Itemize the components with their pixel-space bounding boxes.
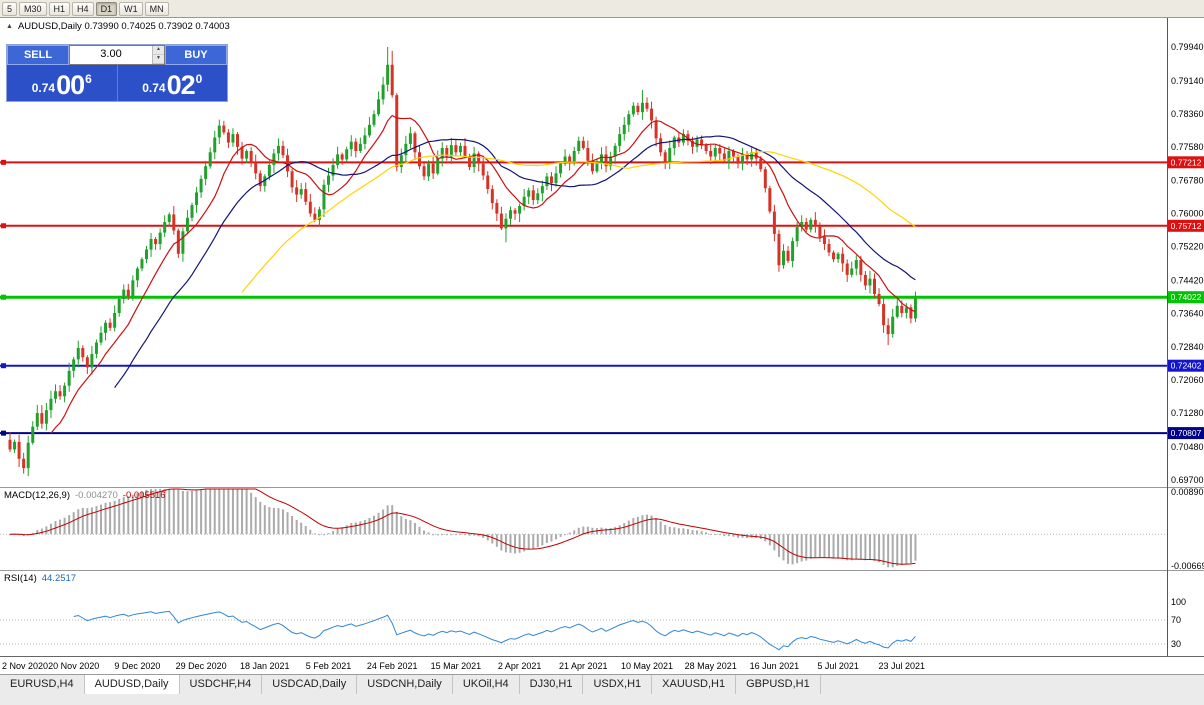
date-tick: 21 Apr 2021: [559, 661, 608, 671]
buy-price-big: 02: [166, 70, 196, 100]
sell-price-big: 00: [56, 70, 85, 100]
date-tick: 9 Dec 2020: [114, 661, 160, 671]
price-axis-tick: 0.79140: [1171, 76, 1204, 86]
price-axis-tick: 0.79940: [1171, 42, 1204, 52]
date-tick: 5 Jul 2021: [817, 661, 859, 671]
date-axis[interactable]: 2 Nov 2020 20 Nov 2020 9 Dec 2020 29 Dec 20…: [2, 661, 925, 671]
date-tick: 29 Dec 2020: [176, 661, 227, 671]
date-tick: 5 Feb 2021: [306, 661, 352, 671]
candles: [8, 47, 917, 476]
ma-line-52: [241, 151, 916, 293]
chart-tab-AUDUSD,Daily[interactable]: AUDUSD,Daily: [84, 675, 180, 694]
price-axis-tick: 0.77580: [1171, 142, 1204, 152]
date-tick: 15 Mar 2021: [431, 661, 482, 671]
svg-text:0.75712: 0.75712: [1171, 221, 1202, 231]
spin-up-icon[interactable]: ▲: [153, 46, 164, 55]
rsi-axis-tick: 70: [1171, 615, 1181, 625]
price-tag: 0.77212: [1168, 156, 1204, 169]
date-tick: 20 Nov 2020: [48, 661, 99, 671]
price-chart[interactable]: 0.79940 0.79140 0.78360 0.77580 0.76780 0.760…: [0, 18, 1204, 674]
date-tick: 18 Jan 2021: [240, 661, 290, 671]
hline-handle[interactable]: [1, 223, 6, 229]
chart-tab-USDCNH,Daily[interactable]: USDCNH,Daily: [357, 675, 453, 694]
chart-tab-GBPUSD,H1[interactable]: GBPUSD,H1: [736, 675, 821, 694]
price-tag: 0.75712: [1168, 219, 1204, 232]
macd-axis-min: -0.00669: [1171, 561, 1204, 571]
period-button-W1[interactable]: W1: [119, 1, 143, 16]
price-axis[interactable]: 0.79940 0.79140 0.78360 0.77580 0.76780 0.760…: [1171, 42, 1204, 649]
price-axis-tick: 0.78360: [1171, 109, 1204, 119]
volume-spinner[interactable]: ▲ ▼: [152, 46, 164, 64]
chart-tabs-bar: EURUSD,H4 AUDUSD,Daily USDCHF,H4 USDCAD,Dai…: [0, 674, 1204, 705]
price-axis-tick: 0.75220: [1171, 242, 1204, 252]
chart-tab-USDX,H1[interactable]: USDX,H1: [583, 675, 653, 694]
chart-tab-USDCAD,Daily[interactable]: USDCAD,Daily: [262, 675, 358, 694]
price-axis-tick: 0.73640: [1171, 308, 1204, 318]
hline-handle[interactable]: [1, 294, 6, 300]
date-tick: 10 May 2021: [621, 661, 673, 671]
buy-price[interactable]: 0.74 02 0: [118, 65, 228, 101]
buy-price-prefix: 0.74: [142, 81, 166, 95]
hline-handle[interactable]: [1, 363, 6, 369]
buy-price-sup: 0: [195, 72, 203, 86]
period-button-H1[interactable]: H1: [48, 1, 71, 16]
price-axis-tick: 0.70480: [1171, 442, 1204, 452]
period-button-H4[interactable]: H4: [72, 1, 94, 16]
chart-tab-DJ30,H1[interactable]: DJ30,H1: [520, 675, 584, 694]
macd-signal-line: [9, 488, 916, 565]
price-tag: 0.74022: [1168, 291, 1204, 304]
rsi-axis-tick: 30: [1171, 639, 1181, 649]
date-tick: 28 May 2021: [685, 661, 737, 671]
period-button-MN[interactable]: MN: [144, 1, 169, 16]
price-tag: 0.72402: [1168, 359, 1204, 372]
price-axis-tick: 0.74420: [1171, 275, 1204, 285]
macd-axis-max: 0.00890: [1171, 487, 1204, 497]
date-tick: 24 Feb 2021: [367, 661, 418, 671]
date-tick: 2 Nov 2020: [2, 661, 48, 671]
rsi-axis-tick: 100: [1171, 597, 1186, 607]
spin-down-icon[interactable]: ▼: [153, 55, 164, 64]
price-axis-tick: 0.76780: [1171, 176, 1204, 186]
ma-line-24: [114, 135, 916, 388]
price-tag: 0.70807: [1168, 427, 1204, 440]
svg-text:0.77212: 0.77212: [1171, 157, 1202, 167]
svg-text:0.74022: 0.74022: [1171, 292, 1202, 302]
sell-price-prefix: 0.74: [31, 81, 56, 95]
hline-handle[interactable]: [1, 430, 6, 436]
buy-button[interactable]: BUY: [165, 45, 227, 65]
chart-tab-USDCHF,H4[interactable]: USDCHF,H4: [180, 675, 263, 694]
rsi-line: [73, 610, 916, 651]
price-axis-tick: 0.76000: [1171, 209, 1204, 219]
chart-tab-UKOil,H4[interactable]: UKOil,H4: [453, 675, 520, 694]
svg-text:0.72402: 0.72402: [1171, 361, 1202, 371]
horizontal-lines: [0, 159, 1167, 436]
price-axis-tick: 0.71280: [1171, 408, 1204, 418]
period-button-D1[interactable]: D1: [95, 1, 118, 16]
period-button-5[interactable]: 5: [2, 1, 18, 16]
ma-line-10: [50, 114, 916, 434]
price-axis-tick: 0.69700: [1171, 475, 1204, 485]
date-tick: 23 Jul 2021: [879, 661, 926, 671]
sell-price[interactable]: 0.74 00 6: [7, 65, 118, 101]
period-button-M30[interactable]: M30: [19, 1, 47, 16]
hline-handle[interactable]: [1, 159, 6, 165]
volume-value[interactable]: 3.00: [100, 48, 122, 60]
sell-button[interactable]: SELL: [7, 45, 69, 65]
chart-tab-XAUUSD,H1[interactable]: XAUUSD,H1: [652, 675, 737, 694]
chart-tab-EURUSD,H4[interactable]: EURUSD,H4: [0, 675, 85, 694]
macd-histogram: [9, 489, 917, 568]
svg-text:0.70807: 0.70807: [1171, 428, 1202, 438]
chart-area: 0.79940 0.79140 0.78360 0.77580 0.76780 0.760…: [0, 18, 1204, 674]
sell-price-sup: 6: [85, 72, 92, 86]
date-tick: 16 Jun 2021: [750, 661, 800, 671]
price-axis-tick: 0.72060: [1171, 375, 1204, 385]
price-axis-tick: 0.72840: [1171, 342, 1204, 352]
date-tick: 2 Apr 2021: [498, 661, 542, 671]
volume-field[interactable]: 3.00 ▲ ▼: [69, 45, 165, 65]
one-click-trading-panel: SELL 3.00 ▲ ▼ BUY 0.74 00 6 0.74 02 0: [6, 44, 228, 102]
timeframe-toolbar: 5 M30 H1 H4 D1 W1 MN: [0, 0, 1204, 18]
